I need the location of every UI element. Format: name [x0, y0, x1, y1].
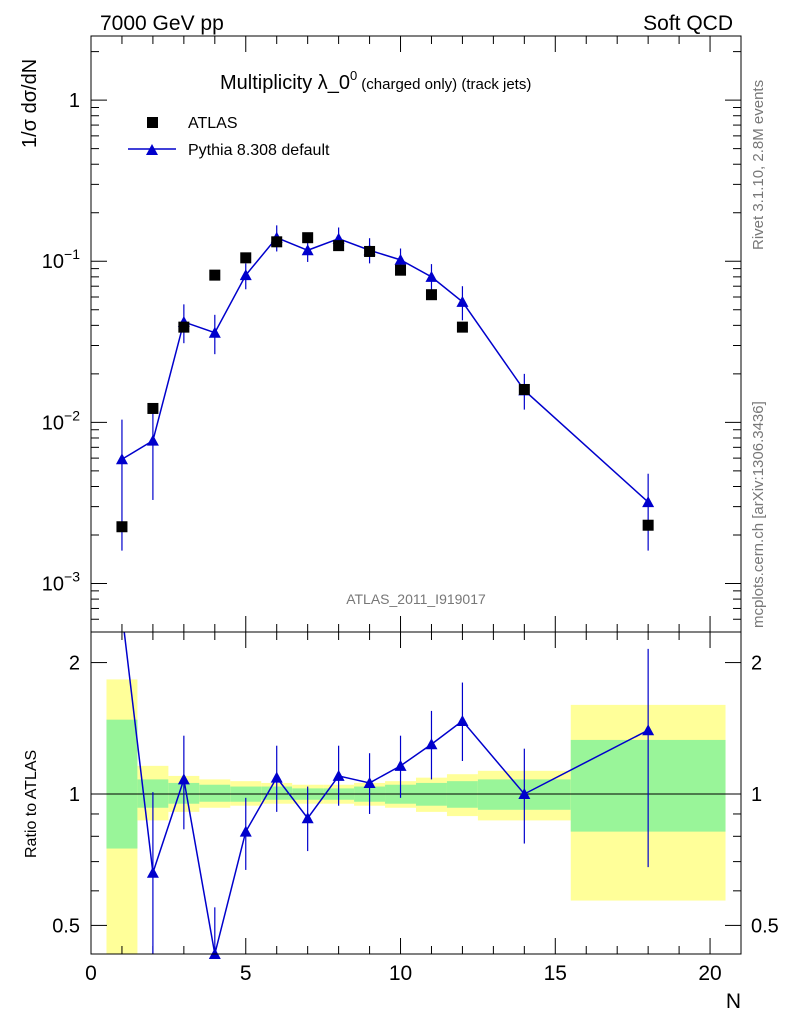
ratio-y-tick-label: 0.5 — [52, 915, 80, 937]
main-y-tick-label: 10−3 — [42, 568, 80, 595]
ratio-point — [425, 738, 438, 750]
x-tick-label: 5 — [240, 962, 252, 985]
x-axis-label: N — [726, 990, 741, 1013]
ratio-point — [456, 714, 469, 726]
pythia-point — [208, 326, 221, 338]
chart-title-main: Multiplicity λ_0 — [220, 72, 350, 94]
ratio-point — [270, 771, 283, 783]
ratio-point — [146, 866, 159, 878]
pythia-point — [115, 453, 128, 465]
ratio-y-tick-label-right: 2 — [751, 653, 762, 675]
main-panel: Multiplicity λ_00 (charged only) (track j… — [19, 35, 742, 633]
rivet-version-label: Rivet 3.1.10, 2.8M events — [750, 80, 767, 250]
legend-pythia-marker — [146, 144, 158, 155]
atlas-point — [364, 245, 376, 257]
atlas-point — [209, 269, 221, 281]
ratio-band-inner — [199, 784, 231, 802]
ratio-point — [239, 825, 252, 837]
chart-title: Multiplicity λ_00 (charged only) (track j… — [220, 68, 531, 94]
legend-atlas-label: ATLAS — [188, 115, 238, 132]
ratio-y-tick-label: 2 — [69, 653, 80, 675]
x-tick-label: 15 — [544, 962, 567, 985]
mcplots-label: mcplots.cern.ch [arXiv:1306.3436] — [750, 401, 767, 628]
ratio-y-tick-label: 1 — [69, 784, 80, 806]
main-y-tick-label: 10−2 — [42, 407, 80, 434]
atlas-point — [178, 321, 190, 333]
process-label: Soft QCD — [643, 12, 733, 35]
main-y-tick-label: 1 — [69, 90, 80, 112]
atlas-point — [518, 383, 530, 395]
atlas-point — [642, 519, 654, 531]
analysis-label: ATLAS_2011_I919017 — [346, 591, 486, 607]
ratio-point — [394, 759, 407, 771]
legend-pythia-label: Pythia 8.308 default — [188, 142, 330, 159]
ratio-point — [177, 773, 190, 785]
pythia-point — [394, 253, 407, 265]
ratio-point — [642, 724, 655, 736]
atlas-point — [116, 521, 128, 533]
x-tick-label: 0 — [85, 962, 97, 985]
chart-title-sub: (charged only) (track jets) — [361, 76, 531, 93]
ratio-point — [518, 787, 531, 799]
ratio-panel: 0.5 0.5 1 1 2 2 0 5 10 15 20 Ratio to ATLAS N — [23, 631, 779, 1013]
atlas-point — [240, 252, 252, 264]
pythia-point — [456, 295, 469, 307]
main-y-axis-label: 1/σ dσ/dN — [19, 59, 41, 148]
ratio-y-tick-label-right: 0.5 — [751, 915, 779, 937]
atlas-point — [147, 402, 159, 414]
pythia-point — [425, 270, 438, 282]
pythia-point — [146, 434, 159, 446]
pythia-point — [642, 496, 655, 508]
ratio-band-inner — [106, 719, 138, 849]
x-tick-label: 20 — [698, 962, 721, 985]
ratio-point — [363, 776, 376, 788]
atlas-point — [271, 236, 283, 248]
atlas-point — [425, 289, 437, 301]
atlas-point — [456, 321, 468, 333]
ratio-point — [332, 769, 345, 781]
ratio-plot-frame — [90, 631, 742, 955]
legend-atlas-marker — [147, 117, 158, 128]
chart-title-superscript: 0 — [350, 68, 357, 83]
energy-label: 7000 GeV pp — [100, 12, 224, 35]
pythia-line — [121, 236, 649, 503]
ratio-point — [301, 812, 314, 824]
pythia-point — [239, 269, 252, 281]
x-tick-label: 10 — [389, 962, 412, 985]
atlas-point — [333, 240, 345, 252]
atlas-point — [395, 264, 407, 276]
pythia-point — [301, 244, 314, 256]
ratio-y-axis-label: Ratio to ATLAS — [23, 750, 40, 858]
legend: ATLAS Pythia 8.308 default — [128, 115, 330, 159]
main-y-tick-label: 10−1 — [42, 246, 80, 273]
atlas-point — [302, 232, 314, 244]
ratio-y-tick-label-right: 1 — [751, 784, 762, 806]
